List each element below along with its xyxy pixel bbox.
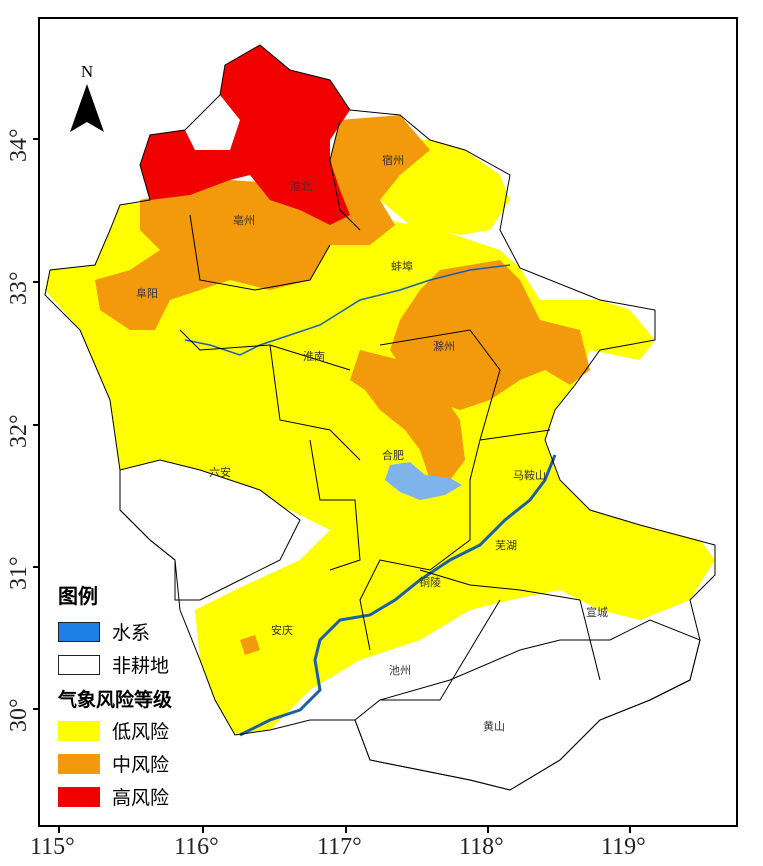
city-label: 安庆 bbox=[271, 624, 293, 637]
y-tick-mark bbox=[33, 566, 39, 568]
high-risk-north bbox=[140, 45, 350, 225]
legend: 图例 水系 非耕地 气象风险等级 低风险 中风险 高风险 bbox=[58, 580, 172, 813]
non-farmland-swatch bbox=[58, 654, 100, 675]
low-risk-swatch bbox=[58, 720, 100, 741]
y-tick-label: 33° bbox=[6, 271, 32, 305]
city-label: 宿州 bbox=[382, 154, 404, 167]
water-swatch bbox=[58, 621, 100, 642]
legend-label-high-risk: 高风险 bbox=[112, 787, 170, 809]
x-tick-mark bbox=[487, 827, 489, 833]
legend-item-high-risk: 高风险 bbox=[58, 780, 172, 813]
y-tick-mark bbox=[33, 424, 39, 426]
legend-item-medium-risk: 中风险 bbox=[58, 747, 172, 780]
city-label: 黄山 bbox=[483, 720, 505, 733]
legend-label-low-risk: 低风险 bbox=[112, 721, 170, 743]
legend-item-water: 水系 bbox=[58, 615, 172, 648]
city-label: 宣城 bbox=[586, 606, 608, 619]
legend-title: 图例 bbox=[58, 584, 98, 608]
north-arrow: N bbox=[68, 62, 106, 139]
city-label: 铜陵 bbox=[419, 576, 441, 589]
y-tick-mark bbox=[33, 138, 39, 140]
legend-label-water: 水系 bbox=[112, 622, 151, 644]
high-risk-swatch bbox=[58, 786, 100, 807]
city-label: 蚌埠 bbox=[391, 260, 413, 273]
x-tick-mark bbox=[345, 827, 347, 833]
city-label: 阜阳 bbox=[136, 287, 158, 300]
legend-item-low-risk: 低风险 bbox=[58, 714, 172, 747]
x-tick-label: 118° bbox=[459, 834, 504, 860]
y-tick-label: 34° bbox=[6, 128, 32, 162]
medium-risk-east bbox=[390, 260, 590, 410]
x-tick-label: 116° bbox=[174, 834, 219, 860]
medium-risk-patch bbox=[240, 635, 260, 655]
city-label: 马鞍山 bbox=[513, 469, 546, 482]
legend-item-non-farmland: 非耕地 bbox=[58, 648, 172, 681]
risk-level-title: 气象风险等级 bbox=[58, 689, 173, 711]
x-tick-mark bbox=[58, 827, 60, 833]
medium-risk-swatch bbox=[58, 753, 100, 774]
province-outline bbox=[44, 44, 716, 791]
city-label: 池州 bbox=[389, 664, 411, 677]
medium-risk-north bbox=[95, 115, 430, 330]
chaohu-lake bbox=[385, 462, 462, 500]
city-label: 六安 bbox=[209, 466, 231, 479]
x-tick-label: 117° bbox=[317, 834, 362, 860]
yangtze-river bbox=[239, 454, 557, 737]
y-tick-label: 32° bbox=[6, 414, 32, 448]
city-label: 淮南 bbox=[303, 350, 325, 363]
city-label: 亳州 bbox=[233, 214, 255, 227]
city-label: 合肥 bbox=[382, 449, 404, 462]
y-tick-mark bbox=[33, 281, 39, 283]
y-tick-mark bbox=[33, 708, 39, 710]
city-label: 芜湖 bbox=[495, 539, 517, 552]
y-tick-label: 30° bbox=[6, 698, 32, 732]
medium-risk-center bbox=[350, 350, 465, 480]
x-tick-mark bbox=[629, 827, 631, 833]
non-farmland-south bbox=[354, 619, 701, 791]
north-arrow-icon bbox=[70, 84, 104, 132]
legend-label-medium-risk: 中风险 bbox=[112, 754, 170, 776]
city-label: 淮北 bbox=[290, 180, 312, 193]
huai-river bbox=[184, 264, 511, 356]
city-label: 滁州 bbox=[433, 340, 455, 353]
x-tick-label: 115° bbox=[30, 834, 75, 860]
legend-label-non-farmland: 非耕地 bbox=[112, 655, 170, 677]
x-tick-mark bbox=[202, 827, 204, 833]
north-label: N bbox=[80, 62, 94, 81]
x-tick-label: 119° bbox=[601, 834, 646, 860]
y-tick-label: 31° bbox=[6, 556, 32, 590]
